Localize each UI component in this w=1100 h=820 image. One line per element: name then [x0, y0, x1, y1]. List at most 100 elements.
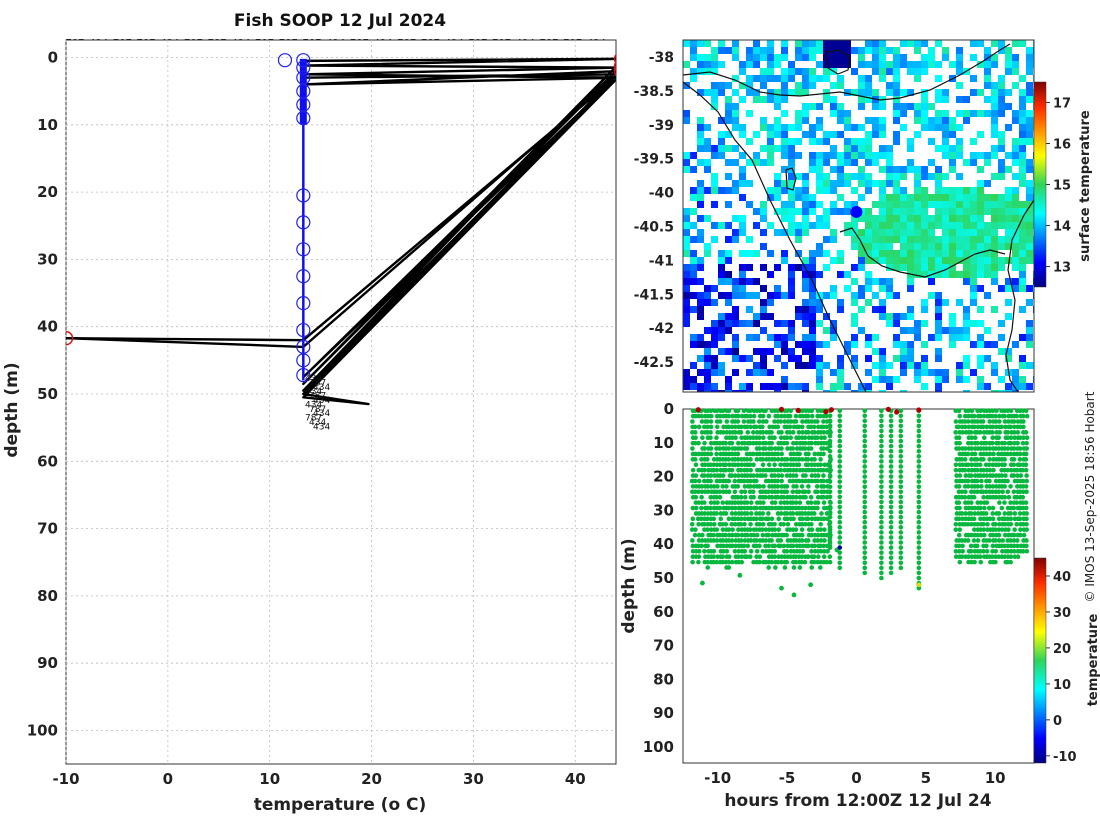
depth-time-point — [818, 521, 823, 527]
sst-pixel — [690, 341, 697, 348]
sst-pixel — [683, 159, 690, 166]
depth-time-point — [968, 473, 974, 478]
sst-pixel — [851, 243, 858, 250]
sst-pixel — [1019, 117, 1026, 124]
sst-pixel — [704, 341, 711, 348]
sst-pixel — [823, 341, 830, 348]
depth-time-point — [797, 543, 803, 549]
sst-pixel — [697, 278, 704, 285]
sst-pixel — [753, 40, 760, 47]
sst-pixel — [802, 82, 809, 89]
sst-pixel — [830, 145, 837, 152]
sst-pixel — [795, 68, 802, 75]
sst-pixel — [683, 313, 690, 320]
sst-pixel — [921, 201, 928, 208]
depth-time-point — [879, 514, 884, 520]
depth-time-point — [763, 543, 768, 549]
sst-pixel — [872, 222, 879, 229]
sst-pixel — [795, 264, 802, 271]
sst-pixel — [886, 201, 893, 208]
depth-time-point — [738, 538, 744, 543]
sst-pixel — [977, 306, 984, 313]
depth-time-point — [766, 413, 772, 419]
depth-time-point — [993, 413, 998, 419]
depth-time-point — [750, 430, 756, 435]
depth-time-point — [888, 479, 894, 484]
sst-pixel — [949, 61, 956, 68]
depth-time-point — [821, 484, 827, 489]
sst-pixel — [893, 166, 900, 173]
sst-pixel — [956, 271, 963, 278]
depth-time-point — [972, 451, 978, 457]
depth-time-point — [818, 565, 823, 570]
depth-time-point — [993, 538, 998, 543]
sst-pixel — [942, 89, 949, 96]
sst-pixel — [767, 222, 774, 229]
sst-pixel — [893, 313, 900, 320]
sst-pixel — [697, 68, 704, 75]
depth-time-point — [708, 478, 713, 484]
profile-good-point — [296, 215, 311, 230]
sst-pixel — [816, 103, 823, 110]
sst-pixel — [865, 61, 872, 68]
sst-pixel — [788, 320, 795, 327]
sst-pixel — [725, 327, 732, 334]
depth-time-point — [968, 543, 974, 549]
depth-time-point — [818, 538, 824, 543]
sst-pixel — [928, 138, 935, 145]
depth-time-point — [732, 516, 738, 522]
sst-pixel — [830, 54, 837, 61]
sst-pixel — [704, 54, 711, 61]
depth-time-point — [812, 467, 817, 473]
sst-pixel — [949, 271, 956, 278]
depth-time-point — [811, 554, 817, 560]
depth-time-point — [726, 516, 732, 522]
sst-pixel — [1005, 229, 1012, 236]
sst-pixel — [1026, 229, 1033, 236]
sst-pixel — [935, 355, 942, 362]
depth-time-point — [760, 413, 766, 419]
sst-pixel — [760, 369, 767, 376]
sst-pixel — [851, 222, 858, 229]
sst-pixel — [984, 75, 991, 82]
sst-pixel — [907, 243, 914, 250]
sst-pixel — [893, 355, 900, 362]
sst-pixel — [774, 180, 781, 187]
sst-pixel — [718, 145, 725, 152]
depth-time-point — [790, 430, 796, 435]
depth-time-point — [862, 530, 868, 535]
depth-time-point — [760, 521, 766, 527]
sst-pixel — [865, 180, 872, 187]
depth-time-point — [956, 408, 962, 413]
profile-x-tick: -10 — [52, 770, 79, 788]
depth-time-point — [741, 478, 747, 484]
sst-pixel — [900, 194, 907, 201]
sst-pixel — [760, 264, 767, 271]
depth-time-point — [778, 543, 783, 549]
sst-pixel — [760, 215, 767, 222]
profile-y-tick: 0 — [48, 49, 58, 67]
depth-time-point — [741, 408, 747, 413]
sst-pixel — [718, 117, 725, 124]
sst-pixel — [865, 390, 872, 392]
sst-pixel — [711, 152, 718, 159]
sst-pixel — [732, 348, 739, 355]
depth-time-point — [837, 484, 843, 490]
sst-pixel — [886, 145, 893, 152]
sst-pixel — [977, 285, 984, 292]
sst-pixel — [788, 145, 795, 152]
depth-time-point — [757, 451, 763, 457]
depth-time-point — [1024, 521, 1029, 527]
sst-pixel — [781, 89, 788, 96]
sst-pixel — [809, 299, 816, 306]
depth-time-point — [956, 543, 962, 549]
sst-pixel — [732, 110, 739, 117]
depth-time-point — [959, 554, 965, 560]
sst-pixel — [683, 278, 690, 285]
sst-pixel — [935, 96, 942, 103]
depth-time-point — [898, 519, 904, 525]
sst-pixel — [844, 222, 851, 229]
sst-pixel — [914, 47, 921, 54]
sst-pixel — [935, 390, 942, 392]
depth-time-point — [711, 554, 716, 560]
